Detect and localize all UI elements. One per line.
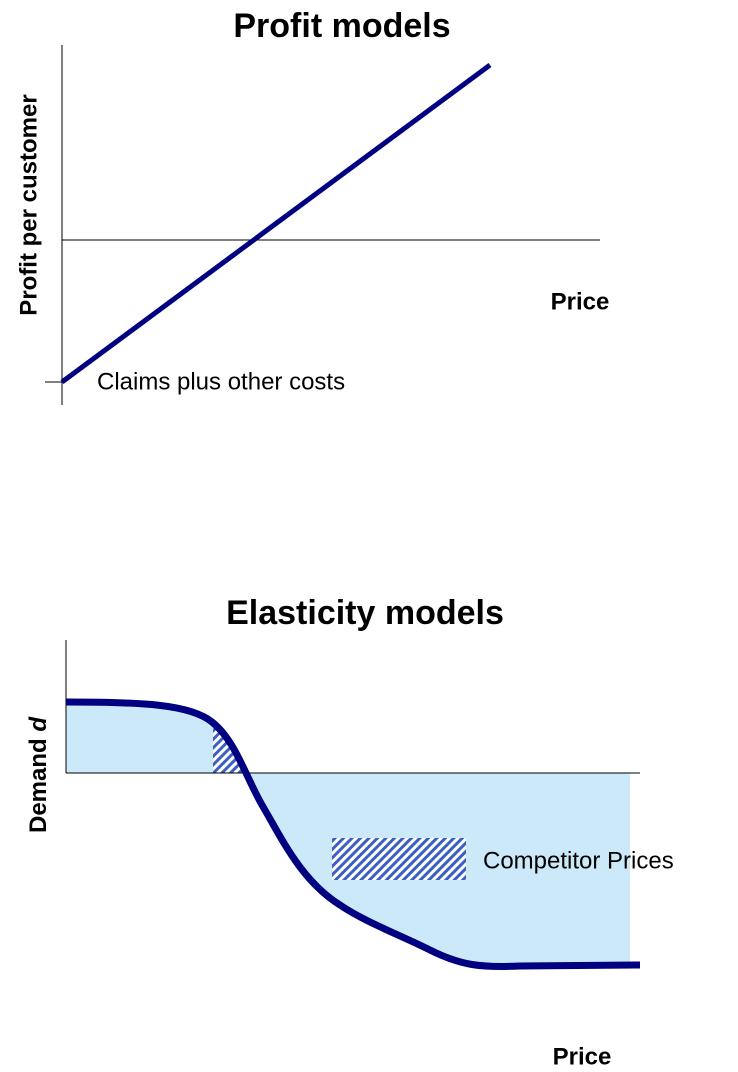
demand-curve — [65, 698, 641, 971]
demand-area — [66, 702, 630, 967]
y-label-symbol: d — [25, 716, 52, 732]
y-label: Demand d — [25, 716, 52, 833]
y-label: Profit per customer — [15, 94, 42, 315]
title: Elasticity models — [226, 594, 504, 632]
title: Profit models — [233, 7, 450, 45]
legend-swatch — [332, 838, 466, 880]
legend-label: Competitor Prices — [483, 847, 674, 874]
y-label-word: Demand — [25, 738, 52, 833]
x-label: Price — [551, 288, 610, 315]
x-label: Price — [553, 1043, 612, 1070]
competitor-region — [213, 702, 360, 773]
annotation: Claims plus other costs — [97, 368, 345, 395]
profit-line — [60, 62, 492, 385]
